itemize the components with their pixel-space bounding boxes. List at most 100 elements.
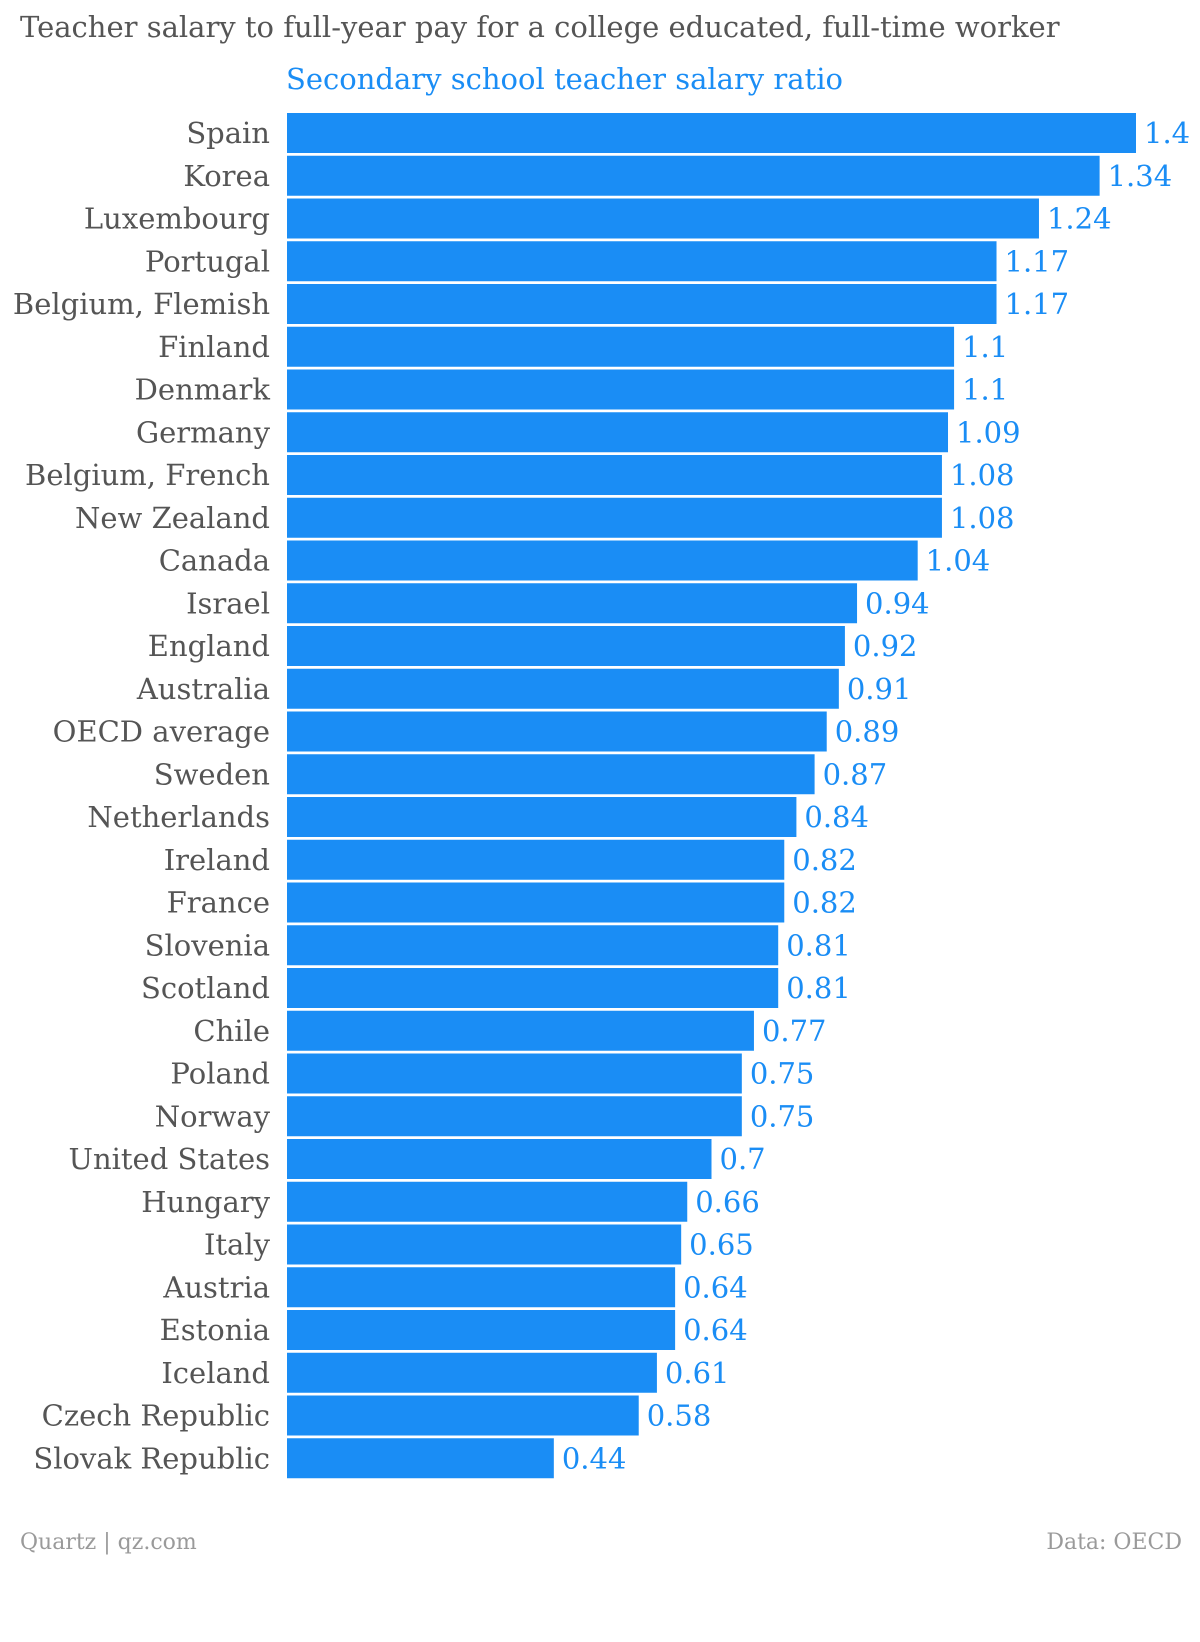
category-label: Belgium, French xyxy=(25,458,270,492)
bar-slovak-republic xyxy=(287,1438,554,1479)
category-label: Canada xyxy=(159,544,270,578)
bar-poland xyxy=(287,1053,742,1094)
value-label: 0.75 xyxy=(750,1057,815,1091)
category-label: OECD average xyxy=(53,715,270,749)
value-label: 1.17 xyxy=(1005,244,1070,278)
category-label: Israel xyxy=(186,586,270,620)
value-label: 1.08 xyxy=(950,458,1015,492)
category-label: Portugal xyxy=(145,244,270,278)
bar-luxembourg xyxy=(287,198,1039,239)
category-label: Germany xyxy=(136,415,271,449)
category-label: Estonia xyxy=(160,1313,270,1347)
category-label: Australia xyxy=(136,672,270,706)
category-label: Scotland xyxy=(141,971,270,1005)
bar-ireland xyxy=(287,839,785,880)
bar-united-states xyxy=(287,1139,712,1179)
category-label: Chile xyxy=(193,1014,270,1048)
bar-france xyxy=(287,882,785,923)
category-label: Slovenia xyxy=(145,928,270,962)
value-label: 0.61 xyxy=(665,1356,730,1390)
bar-belgium-french xyxy=(287,455,942,495)
category-label: Belgium, Flemish xyxy=(13,287,270,321)
category-label: Norway xyxy=(155,1099,271,1133)
value-label: 1.04 xyxy=(926,544,991,578)
value-label: 1.24 xyxy=(1047,202,1112,236)
bar-austria xyxy=(287,1267,676,1308)
bar-korea xyxy=(287,155,1100,196)
category-label: England xyxy=(148,629,270,663)
category-label: Korea xyxy=(183,159,270,193)
chart-title: Teacher salary to full-year pay for a co… xyxy=(20,10,1060,44)
value-label: 0.64 xyxy=(683,1270,748,1304)
value-label: 0.84 xyxy=(804,800,869,834)
value-label: 0.81 xyxy=(786,971,851,1005)
value-label: 0.91 xyxy=(847,672,912,706)
bar-finland xyxy=(287,326,955,367)
category-label: Netherlands xyxy=(87,800,270,834)
bar-israel xyxy=(287,583,858,624)
value-label: 1.08 xyxy=(950,501,1015,535)
value-label: 0.81 xyxy=(786,928,851,962)
category-label: Hungary xyxy=(141,1185,270,1219)
category-label: Iceland xyxy=(161,1356,270,1390)
bar-australia xyxy=(287,668,839,709)
value-label: 0.82 xyxy=(792,886,857,920)
bar-iceland xyxy=(287,1352,657,1393)
data-source: Data: OECD xyxy=(1046,1530,1182,1555)
bar-netherlands xyxy=(287,797,797,837)
bar-sweden xyxy=(287,754,815,795)
value-label: 0.87 xyxy=(823,757,888,791)
bar-oecd-average xyxy=(287,711,827,752)
value-label: 1.1 xyxy=(962,330,1008,364)
bar-belgium-flemish xyxy=(287,284,997,324)
bar-germany xyxy=(287,412,949,453)
value-label: 0.64 xyxy=(683,1313,748,1347)
bar-denmark xyxy=(287,369,955,410)
value-label: 1.1 xyxy=(962,373,1008,407)
category-label: Sweden xyxy=(154,757,270,791)
value-label: 1.4 xyxy=(1144,116,1190,150)
value-label: 1.34 xyxy=(1108,159,1173,193)
bar-portugal xyxy=(287,241,997,282)
value-label: 0.77 xyxy=(762,1014,827,1048)
bar-chart: Spain 1.4 Korea 1.34 Luxembourg 1.24 Portugal 1… xyxy=(13,113,1190,1479)
bar-italy xyxy=(287,1224,682,1265)
bar-new-zealand xyxy=(287,497,942,538)
bar-scotland xyxy=(287,968,779,1008)
category-label: Spain xyxy=(186,116,270,150)
bar-hungary xyxy=(287,1181,688,1222)
bar-canada xyxy=(287,540,918,581)
category-label: New Zealand xyxy=(75,501,270,535)
bar-chile xyxy=(287,1010,754,1051)
category-label: Finland xyxy=(158,330,270,364)
category-label: Poland xyxy=(170,1057,270,1091)
category-label: France xyxy=(167,886,270,920)
value-label: 1.17 xyxy=(1005,287,1070,321)
category-label: Italy xyxy=(204,1228,271,1262)
category-label: United States xyxy=(69,1142,271,1176)
value-label: 0.7 xyxy=(720,1142,766,1176)
value-label: 0.58 xyxy=(647,1399,712,1433)
value-label: 0.66 xyxy=(695,1185,760,1219)
category-label: Slovak Republic xyxy=(33,1441,270,1475)
value-label: 0.82 xyxy=(792,843,857,877)
category-label: Austria xyxy=(162,1270,270,1304)
value-label: 0.44 xyxy=(562,1441,627,1475)
category-label: Czech Republic xyxy=(42,1399,270,1433)
category-label: Denmark xyxy=(135,373,271,407)
bar-czech-republic xyxy=(287,1395,639,1436)
bar-england xyxy=(287,626,845,666)
value-label: 1.09 xyxy=(956,415,1021,449)
category-label: Ireland xyxy=(164,843,270,877)
source-credit: Quartz | qz.com xyxy=(20,1530,197,1555)
bar-norway xyxy=(287,1096,742,1137)
value-label: 0.92 xyxy=(853,629,918,663)
value-label: 0.65 xyxy=(689,1228,754,1262)
value-label: 0.94 xyxy=(865,586,930,620)
bar-spain xyxy=(287,113,1136,153)
category-label: Luxembourg xyxy=(84,202,270,236)
bar-slovenia xyxy=(287,925,779,966)
value-label: 0.89 xyxy=(835,715,900,749)
bar-estonia xyxy=(287,1310,676,1350)
series-title: Secondary school teacher salary ratio xyxy=(286,62,843,96)
